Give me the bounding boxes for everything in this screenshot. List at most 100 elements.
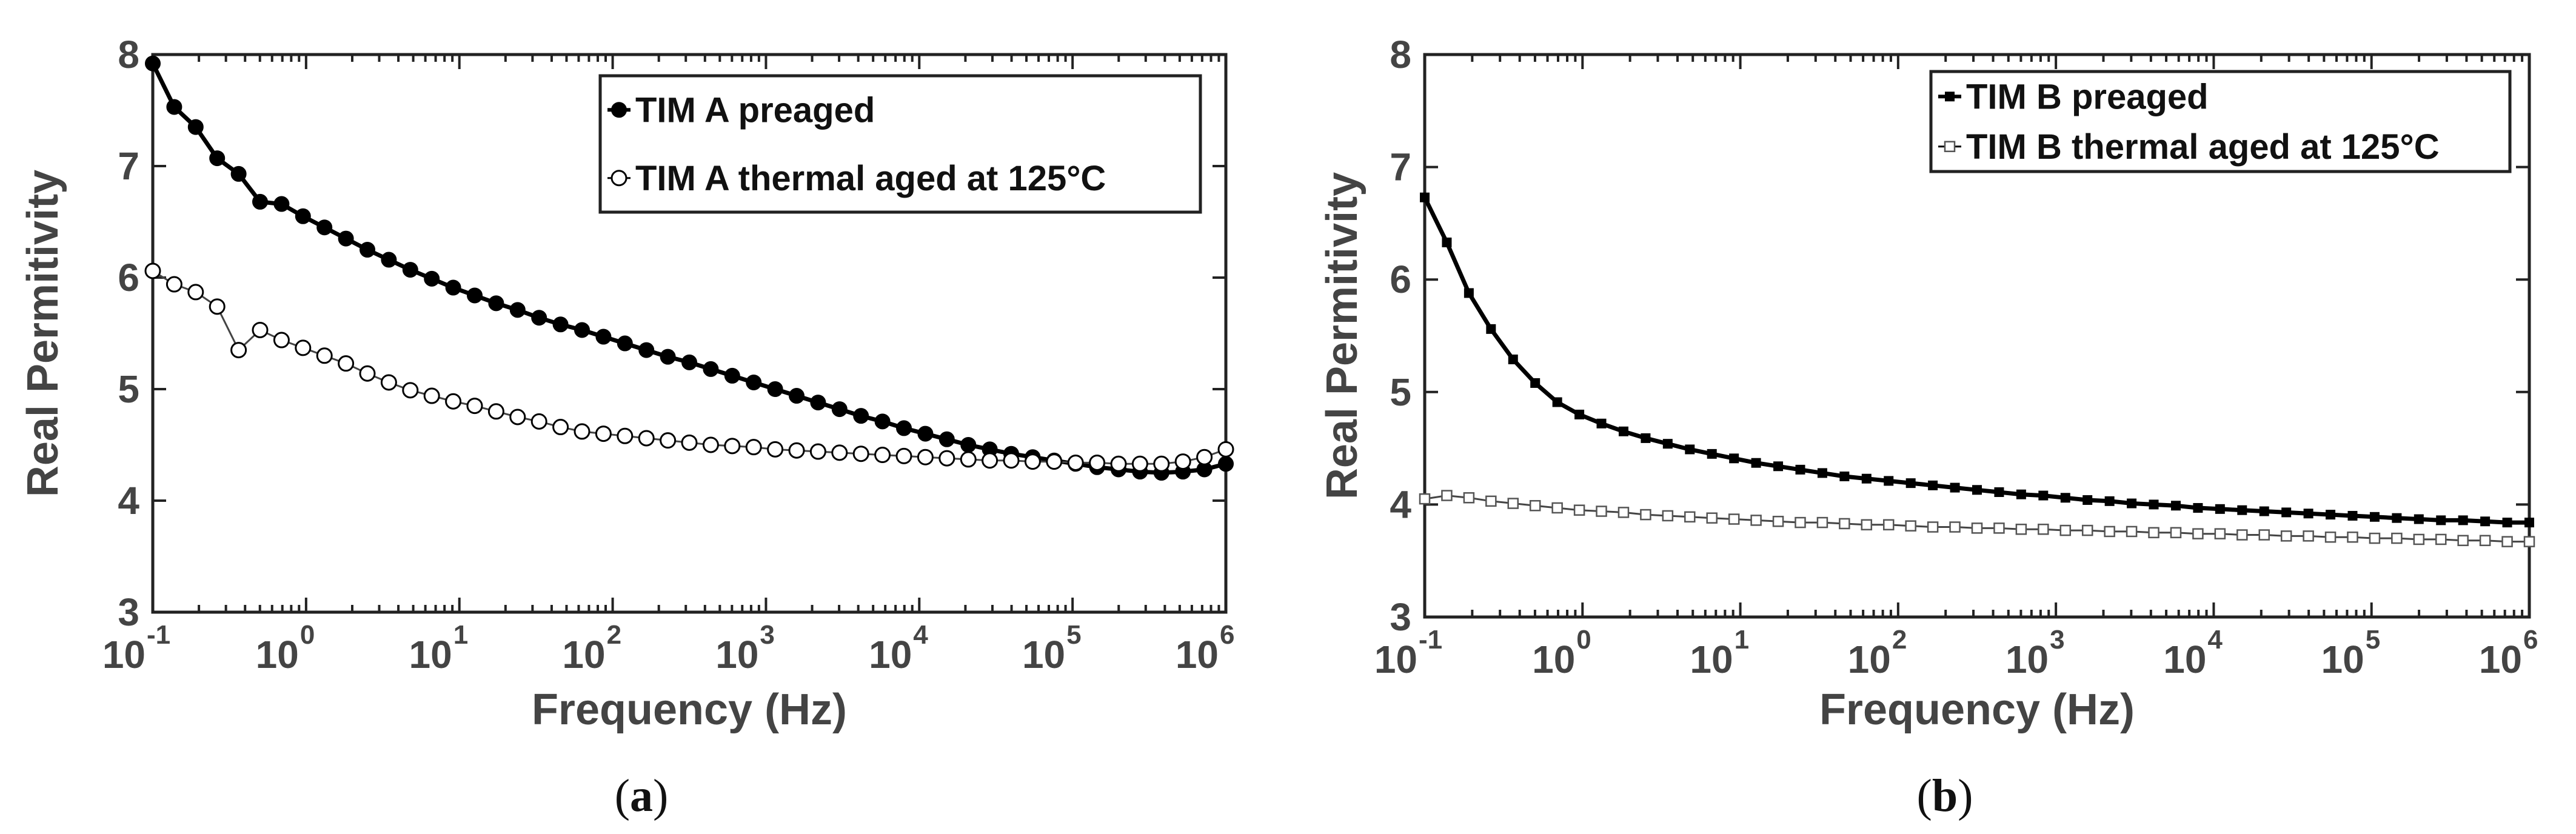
x-tick-label: 10 3 bbox=[2006, 625, 2065, 681]
data-point bbox=[789, 388, 805, 404]
data-point bbox=[209, 150, 226, 167]
x-tick-exponent: -1 bbox=[147, 620, 170, 650]
data-point bbox=[2326, 510, 2336, 520]
data-point bbox=[595, 329, 612, 345]
x-tick-base: 10 bbox=[1176, 633, 1219, 676]
data-point bbox=[2457, 535, 2469, 547]
x-tick-base: 10 bbox=[562, 633, 605, 676]
data-point bbox=[424, 270, 440, 287]
data-point bbox=[2258, 529, 2270, 541]
data-point bbox=[2215, 504, 2225, 514]
x-tick-label: 10 6 bbox=[1176, 620, 1235, 676]
data-point bbox=[467, 287, 483, 304]
plot-frame bbox=[1423, 53, 2531, 619]
data-point bbox=[724, 438, 741, 455]
data-point bbox=[1817, 468, 1827, 478]
data-point bbox=[831, 444, 848, 461]
data-point bbox=[1972, 485, 1982, 495]
data-point bbox=[1882, 519, 1895, 531]
plot-frame bbox=[151, 53, 1228, 614]
series-line bbox=[1422, 196, 2529, 525]
data-point bbox=[1442, 237, 1452, 247]
data-point bbox=[295, 208, 311, 224]
data-point bbox=[1618, 507, 1630, 518]
x-tick-exponent: 4 bbox=[2207, 625, 2223, 655]
data-point bbox=[1046, 453, 1063, 470]
x-tick-exponent: 5 bbox=[2366, 625, 2380, 655]
data-point bbox=[1751, 458, 1761, 468]
data-point bbox=[2237, 505, 2247, 515]
data-point bbox=[530, 413, 547, 430]
data-point bbox=[2480, 516, 2491, 527]
data-point bbox=[1464, 288, 1474, 298]
data-point bbox=[2127, 498, 2137, 509]
data-point bbox=[273, 196, 290, 212]
data-point bbox=[703, 361, 719, 377]
data-point bbox=[1507, 498, 1519, 509]
caption-close-paren: ) bbox=[653, 770, 668, 821]
data-point bbox=[617, 335, 633, 352]
data-point bbox=[617, 427, 634, 444]
data-point bbox=[1024, 453, 1041, 470]
data-point bbox=[360, 242, 375, 258]
data-point bbox=[595, 425, 612, 442]
data-point bbox=[2303, 509, 2313, 519]
x-tick-base: 10 bbox=[1374, 638, 1417, 681]
series-1 bbox=[1420, 192, 2534, 528]
data-point bbox=[402, 382, 419, 399]
data-point bbox=[2060, 493, 2070, 503]
data-point bbox=[2038, 490, 2049, 501]
data-point bbox=[1067, 454, 1084, 471]
data-point bbox=[1839, 518, 1850, 530]
data-point bbox=[1174, 453, 1191, 470]
x-tick-label: 10 -1 bbox=[102, 620, 170, 676]
x-tick-base: 10 bbox=[1532, 638, 1575, 681]
data-point bbox=[788, 442, 805, 459]
data-point bbox=[574, 423, 590, 440]
legend-marker bbox=[1944, 141, 1956, 152]
series-2 bbox=[1419, 490, 2535, 547]
x-tick-base: 10 bbox=[102, 633, 146, 676]
data-point bbox=[380, 374, 397, 391]
data-point bbox=[2502, 518, 2512, 528]
data-point bbox=[1420, 192, 1430, 202]
data-point bbox=[746, 374, 762, 390]
data-point bbox=[1530, 378, 1541, 388]
data-point bbox=[1861, 473, 1872, 484]
data-point bbox=[273, 332, 290, 349]
data-point bbox=[1773, 461, 1784, 472]
x-tick-base: 10 bbox=[2321, 638, 2364, 681]
data-point bbox=[1662, 510, 1674, 522]
caption-close-paren: ) bbox=[1958, 770, 1973, 821]
legend-label: TIM A preaged bbox=[635, 90, 875, 130]
panel-caption: (b) bbox=[1917, 770, 1973, 821]
data-point bbox=[445, 279, 461, 296]
data-point bbox=[1750, 515, 1762, 526]
data-point bbox=[2214, 528, 2226, 539]
data-point bbox=[2192, 528, 2204, 539]
x-tick-base: 10 bbox=[1848, 638, 1891, 681]
data-point bbox=[1463, 492, 1475, 504]
y-tick-label: 3 bbox=[1390, 595, 1411, 639]
data-point bbox=[2281, 507, 2292, 518]
series-2 bbox=[144, 262, 1234, 472]
data-point bbox=[423, 387, 440, 404]
data-point bbox=[252, 193, 268, 210]
data-point bbox=[230, 165, 247, 182]
x-tick-label: 10 1 bbox=[1690, 625, 1749, 681]
data-point bbox=[1707, 449, 1717, 459]
data-point bbox=[1993, 522, 2005, 534]
data-point bbox=[166, 276, 182, 293]
data-point bbox=[2523, 536, 2535, 547]
x-tick-base: 10 bbox=[2163, 638, 2206, 681]
data-point bbox=[960, 437, 977, 453]
data-point bbox=[767, 381, 783, 397]
data-point bbox=[660, 432, 677, 449]
y-axis-title: Real Permitivity bbox=[19, 170, 67, 497]
legend-label: TIM A thermal aged at 125°C bbox=[635, 159, 1106, 198]
legend-box bbox=[1929, 70, 2512, 173]
data-point bbox=[1861, 519, 1873, 531]
data-point bbox=[1131, 455, 1148, 472]
data-point bbox=[917, 425, 934, 442]
